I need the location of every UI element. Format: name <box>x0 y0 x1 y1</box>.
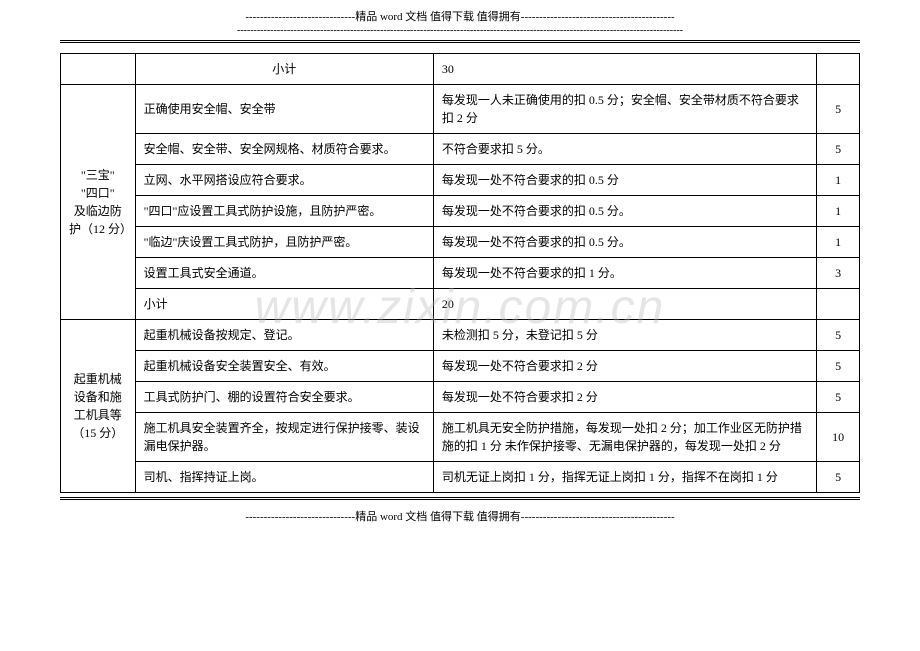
item-cell: 设置工具式安全通道。 <box>135 258 433 289</box>
item-cell: 立网、水平网搭设应符合要求。 <box>135 165 433 196</box>
item-cell: 安全帽、安全带、安全网规格、材质符合要求。 <box>135 134 433 165</box>
category-cell: "三宝" "四口" 及临边防 护（12 分） <box>61 85 136 320</box>
table-row: 立网、水平网搭设应符合要求。 每发现一处不符合要求的扣 0.5 分 1 <box>61 165 860 196</box>
main-content: 小计 30 "三宝" "四口" 及临边防 护（12 分） 正确使用安全帽、安全带… <box>0 43 920 497</box>
empty-category-cell <box>61 54 136 85</box>
score-cell: 5 <box>817 85 860 134</box>
page-footer-banner: ------------------------------精品 word 文档… <box>0 500 920 526</box>
table-row: 工具式防护门、棚的设置符合安全要求。 每发现一处不符合要求扣 2 分 5 <box>61 382 860 413</box>
table-row: "三宝" "四口" 及临边防 护（12 分） 正确使用安全帽、安全带 每发现一人… <box>61 85 860 134</box>
score-cell: 1 <box>817 227 860 258</box>
item-cell: 施工机具安全装置齐全，按规定进行保护接零、装设漏电保护器。 <box>135 413 433 462</box>
deduct-cell: 不符合要求扣 5 分。 <box>433 134 817 165</box>
page-header-dashes: ----------------------------------------… <box>0 26 920 40</box>
deduct-cell: 每发现一处不符合要求的扣 1 分。 <box>433 258 817 289</box>
subtotal-label: 小计 <box>135 289 433 320</box>
score-cell: 3 <box>817 258 860 289</box>
item-cell: 起重机械设备按规定、登记。 <box>135 320 433 351</box>
deduct-cell: 每发现一处不符合要求的扣 0.5 分 <box>433 165 817 196</box>
score-cell: 5 <box>817 382 860 413</box>
item-cell: 工具式防护门、棚的设置符合安全要求。 <box>135 382 433 413</box>
subtotal-value: 30 <box>433 54 817 85</box>
table-row: "临边"庆设置工具式防护，且防护严密。 每发现一处不符合要求的扣 0.5 分。 … <box>61 227 860 258</box>
table-row: "四口"应设置工具式防护设施，且防护严密。 每发现一处不符合要求的扣 0.5 分… <box>61 196 860 227</box>
score-cell: 1 <box>817 196 860 227</box>
item-cell: 起重机械设备安全装置安全、有效。 <box>135 351 433 382</box>
table-row: 施工机具安全装置齐全，按规定进行保护接零、装设漏电保护器。 施工机具无安全防护措… <box>61 413 860 462</box>
subtotal-label: 小计 <box>135 54 433 85</box>
inspection-table: 小计 30 "三宝" "四口" 及临边防 护（12 分） 正确使用安全帽、安全带… <box>60 53 860 493</box>
deduct-cell: 司机无证上岗扣 1 分，指挥无证上岗扣 1 分，指挥不在岗扣 1 分 <box>433 462 817 493</box>
score-cell: 5 <box>817 320 860 351</box>
deduct-cell: 每发现一处不符合要求扣 2 分 <box>433 351 817 382</box>
score-cell: 10 <box>817 413 860 462</box>
table-row: 起重机械设备安全装置安全、有效。 每发现一处不符合要求扣 2 分 5 <box>61 351 860 382</box>
deduct-cell: 每发现一处不符合要求的扣 0.5 分。 <box>433 196 817 227</box>
deduct-cell: 每发现一处不符合要求扣 2 分 <box>433 382 817 413</box>
score-cell: 5 <box>817 462 860 493</box>
deduct-cell: 未检测扣 5 分，未登记扣 5 分 <box>433 320 817 351</box>
table-row: 设置工具式安全通道。 每发现一处不符合要求的扣 1 分。 3 <box>61 258 860 289</box>
empty-score-cell <box>817 289 860 320</box>
deduct-cell: 施工机具无安全防护措施，每发现一处扣 2 分；加工作业区无防护措施的扣 1 分 … <box>433 413 817 462</box>
empty-score-cell <box>817 54 860 85</box>
table-row: 安全帽、安全带、安全网规格、材质符合要求。 不符合要求扣 5 分。 5 <box>61 134 860 165</box>
deduct-cell: 每发现一人未正确使用的扣 0.5 分；安全帽、安全带材质不符合要求扣 2 分 <box>433 85 817 134</box>
item-cell: 司机、指挥持证上岗。 <box>135 462 433 493</box>
table-row: 起重机械 设备和施 工机具等 （15 分） 起重机械设备按规定、登记。 未检测扣… <box>61 320 860 351</box>
score-cell: 5 <box>817 134 860 165</box>
score-cell: 1 <box>817 165 860 196</box>
table-row: 小计 30 <box>61 54 860 85</box>
table-row: 小计 20 <box>61 289 860 320</box>
deduct-cell: 每发现一处不符合要求的扣 0.5 分。 <box>433 227 817 258</box>
item-cell: 正确使用安全帽、安全带 <box>135 85 433 134</box>
score-cell: 5 <box>817 351 860 382</box>
page-header-banner: ------------------------------精品 word 文档… <box>0 0 920 26</box>
item-cell: "四口"应设置工具式防护设施，且防护严密。 <box>135 196 433 227</box>
item-cell: "临边"庆设置工具式防护，且防护严密。 <box>135 227 433 258</box>
subtotal-value: 20 <box>433 289 817 320</box>
category-cell: 起重机械 设备和施 工机具等 （15 分） <box>61 320 136 493</box>
table-row: 司机、指挥持证上岗。 司机无证上岗扣 1 分，指挥无证上岗扣 1 分，指挥不在岗… <box>61 462 860 493</box>
